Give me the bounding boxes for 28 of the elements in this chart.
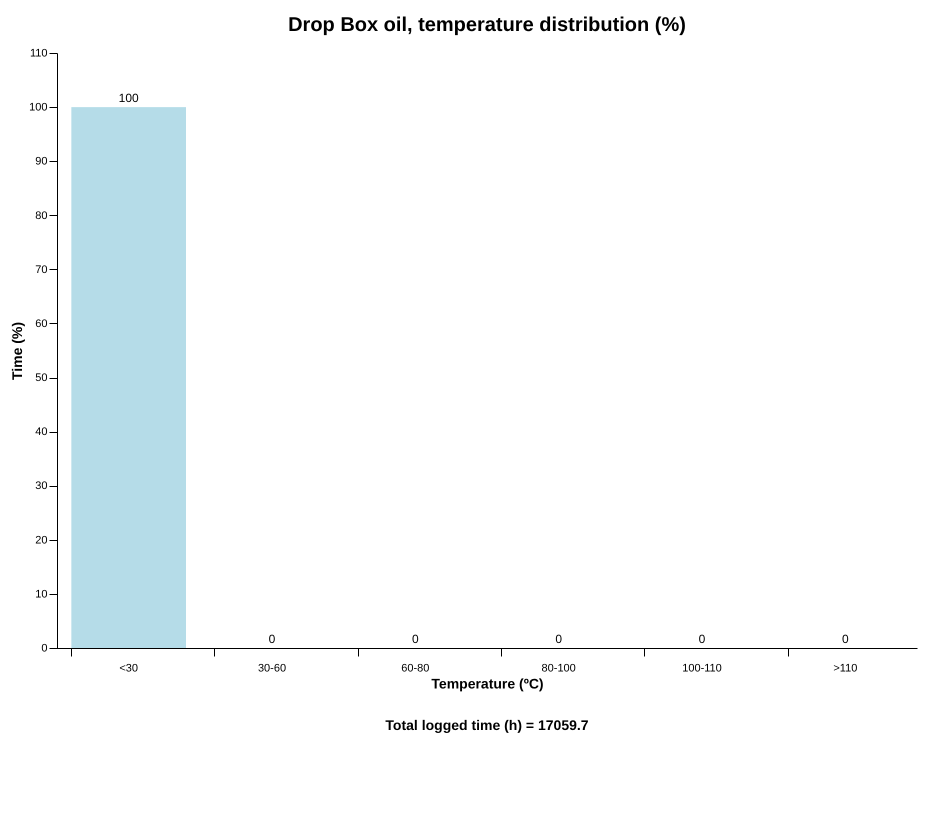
y-tick-label: 110 <box>30 48 48 60</box>
y-tick-label: 30 <box>35 480 48 492</box>
data-label: 0 <box>555 632 562 646</box>
y-tick-label: 100 <box>29 102 48 114</box>
x-tick-label: 80-100 <box>542 662 576 674</box>
data-label: 0 <box>268 632 276 646</box>
x-tick-label: 100-110 <box>682 662 722 674</box>
y-tick-label: 50 <box>35 372 48 384</box>
y-tick-label: 0 <box>41 642 48 654</box>
data-label: 0 <box>412 632 419 646</box>
y-tick-label: 60 <box>35 318 48 330</box>
y-tick-label: 70 <box>35 264 48 276</box>
data-label: 0 <box>698 632 706 646</box>
y-tick-label: 20 <box>35 534 48 546</box>
chart-title: Drop Box oil, temperature distribution (%) <box>288 14 686 36</box>
y-tick-label: 80 <box>35 210 48 222</box>
y-tick-label: 40 <box>35 426 48 438</box>
x-tick-label: >110 <box>833 662 858 674</box>
text: Total logged time (h) = 17059.7 <box>385 717 589 733</box>
data-label: 100 <box>118 91 139 106</box>
y-tick-label: 10 <box>35 588 48 600</box>
data-label: 0 <box>842 632 849 646</box>
x-tick-label: <30 <box>119 662 138 674</box>
x-axis-title: Temperature (ºC) <box>431 676 544 692</box>
x-tick-label: 60-80 <box>401 662 430 674</box>
x-tick-label: 30-60 <box>258 662 286 674</box>
y-axis-title: Time (%) <box>9 322 26 380</box>
y-tick-label: 90 <box>35 156 48 168</box>
